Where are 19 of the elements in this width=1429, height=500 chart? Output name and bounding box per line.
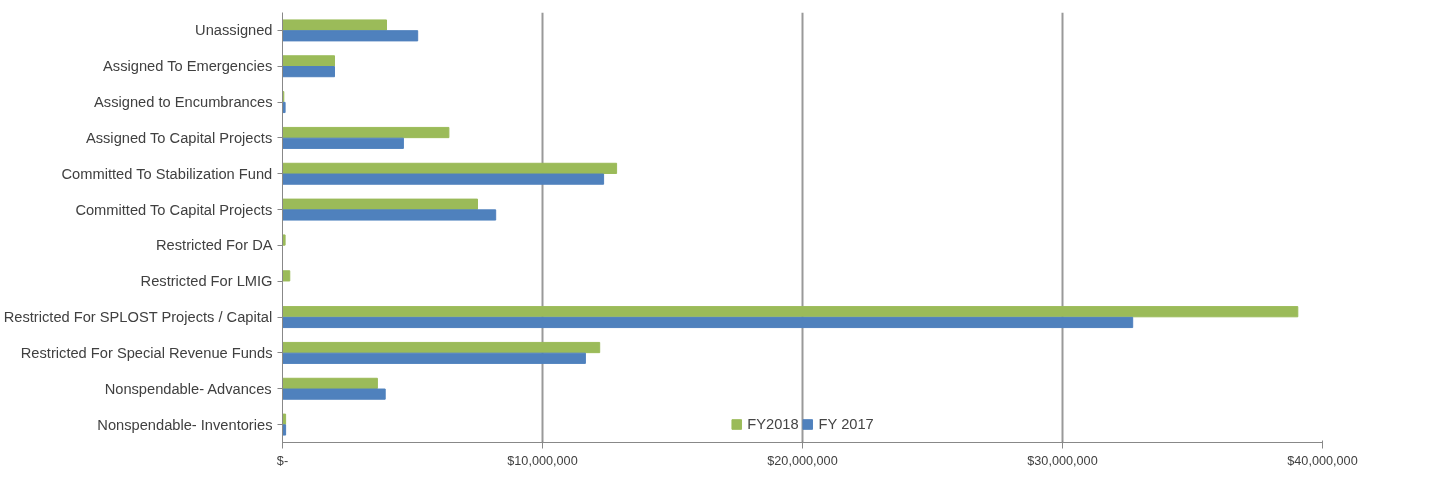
x-tick-label: $30,000,000 — [1027, 453, 1098, 468]
y-tick-label: Committed To Capital Projects — [75, 201, 273, 218]
y-tick-label: Assigned To Capital Projects — [85, 129, 273, 146]
y-tick-label: Restricted For LMIG — [140, 273, 273, 290]
y-tick-label: Assigned to Encumbrances — [94, 94, 273, 111]
legend-label: FY 2017 — [818, 416, 874, 432]
y-tick-label: Restricted For DA — [156, 237, 273, 254]
y-tick-label: Nonspendable- Advances — [104, 380, 272, 397]
y-tick-label: Assigned To Emergencies — [103, 58, 273, 75]
y-tick-label: Restricted For SPLOST Projects / Capital — [3, 309, 273, 326]
y-tick-label: Unassigned — [195, 22, 273, 39]
y-tick-label: Restricted For Special Revenue Funds — [20, 344, 273, 361]
y-tick-label: Nonspendable- Inventories — [97, 416, 273, 433]
x-tick-label: $10,000,000 — [507, 453, 578, 468]
legend-label: FY2018 — [747, 416, 799, 432]
x-tick-label: $40,000,000 — [1287, 453, 1358, 468]
y-tick-label: Committed To Stabilization Fund — [61, 165, 273, 182]
x-tick-label: $20,000,000 — [767, 453, 838, 468]
x-tick-label: $- — [276, 453, 289, 468]
